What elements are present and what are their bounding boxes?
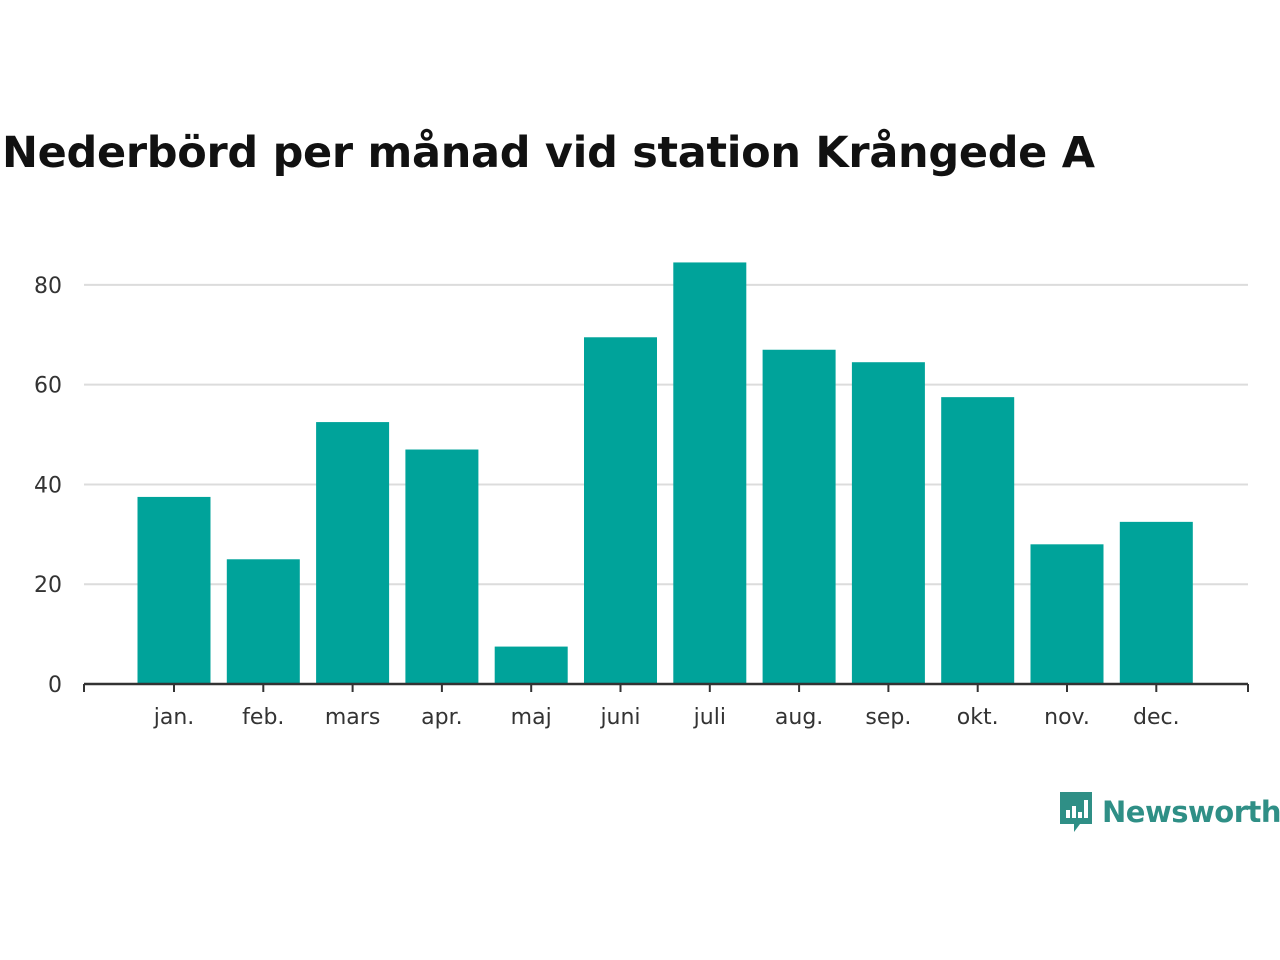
tick-labels: 0 20 40 60 80 jan. feb. mars apr. maj juni juli aug.… [34,274,1180,730]
bar [851,362,925,684]
x-tick-label: okt. [957,705,999,730]
bar [1119,521,1193,684]
x-tick-label: juni [599,705,640,730]
brand-name: Newsworthy [1102,795,1280,829]
x-tick-label: feb. [242,705,284,730]
bars [137,262,1193,684]
bar [762,349,836,684]
x-tick-label: dec. [1133,705,1180,730]
bar [405,449,479,684]
brand-logo: Newsworthy [1058,790,1280,834]
y-tick-label: 80 [34,274,62,299]
bar [226,559,300,684]
x-tick-label: maj [511,705,552,730]
y-tick-label: 20 [34,573,62,598]
chart-title: Nederbörd per månad vid station Krångede… [2,128,1095,178]
y-tick-label: 0 [48,673,62,698]
y-tick-label: 40 [34,473,62,498]
bar [316,422,390,684]
bar [137,496,211,684]
x-tick-label: apr. [421,705,462,730]
bar [1030,544,1104,684]
x-tick-label: juli [693,705,726,730]
bar [494,646,568,684]
gridlines [84,283,1248,586]
x-tick-label: jan. [153,705,195,730]
bar [584,337,657,684]
axes [83,682,1249,692]
y-tick-label: 60 [34,374,62,399]
bar [673,262,747,684]
x-tick-label: aug. [775,705,823,730]
x-tick-label: mars [325,705,380,730]
bar [941,397,1015,684]
newsworthy-logo-icon [1060,792,1092,832]
x-tick-label: sep. [865,705,911,730]
x-tick-label: nov. [1044,705,1090,730]
